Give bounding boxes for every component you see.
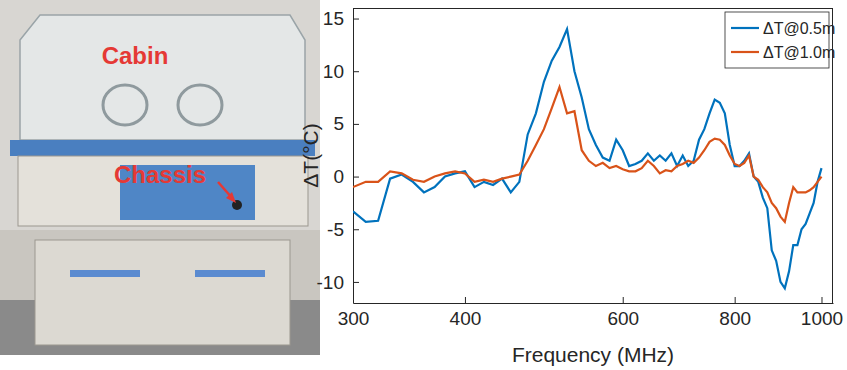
y-tick-mark: [353, 229, 359, 230]
photo-label: Chassis: [114, 161, 206, 188]
y-tick: -5: [327, 219, 359, 240]
y-tick: 15: [323, 8, 359, 29]
arrow-head: [226, 192, 236, 203]
y-tick-mark: [353, 124, 359, 125]
photo-label: Cabin: [102, 42, 169, 69]
figure: Cabin Chassis 300 400 600 800 1000 -10 -5 0 5 10 15 F…: [0, 0, 847, 370]
x-axis: 300 400 600 800 1000: [338, 297, 843, 329]
y-tick: 0: [333, 166, 359, 187]
legend-swatch: [731, 27, 759, 29]
cabin: [20, 15, 305, 140]
x-tick-label: 300: [338, 308, 370, 329]
plot-area: [353, 8, 833, 303]
y-axis-line: [353, 9, 354, 304]
y-tick-label: 0: [333, 166, 344, 187]
x-tick: 1000: [801, 297, 843, 329]
legend-swatch: [731, 51, 759, 53]
y-axis: -10 -5 0 5 10 15: [317, 8, 359, 303]
rail: [10, 140, 315, 156]
handle: [195, 270, 265, 277]
y-tick-mark: [353, 19, 359, 20]
x-axis-line: [354, 303, 834, 304]
x-tick: 400: [450, 297, 482, 329]
x-tick: 600: [607, 297, 639, 329]
y-tick-mark: [353, 71, 359, 72]
legend-label: ΔT@0.5m: [763, 20, 835, 37]
x-axis-title: Frequency (MHz): [512, 343, 674, 366]
y-tick-mark: [353, 177, 359, 178]
y-tick-label: 10: [323, 61, 344, 82]
legend: ΔT@0.5m ΔT@1.0m: [725, 12, 835, 68]
x-tick-label: 800: [719, 308, 751, 329]
y-tick-mark: [353, 282, 359, 283]
x-tick-mark: [821, 297, 822, 303]
wall: [0, 0, 320, 230]
x-tick-mark: [623, 297, 624, 303]
x-tick-mark: [465, 297, 466, 303]
photo-background: [0, 0, 320, 355]
x-tick-mark: [735, 297, 736, 303]
x-tick-label: 600: [607, 308, 639, 329]
handle: [70, 270, 140, 277]
porthole: [103, 85, 147, 125]
y-tick: 5: [333, 113, 359, 134]
y-tick-label: 15: [323, 8, 344, 29]
chassis: [18, 156, 308, 226]
legend-label: ΔT@1.0m: [763, 44, 835, 61]
x-tick-label: 400: [450, 308, 482, 329]
frame-top: [353, 8, 833, 9]
x-tick-label: 1000: [801, 308, 843, 329]
x-tick: 800: [719, 297, 751, 329]
y-tick: -10: [317, 272, 359, 293]
porthole: [178, 85, 222, 125]
series-line: [353, 87, 821, 222]
y-tick-label: 5: [333, 113, 344, 134]
y-tick-label: -5: [327, 219, 344, 240]
cabinet: [35, 240, 290, 345]
photo-panel: Cabin Chassis: [0, 0, 320, 355]
y-tick: 10: [323, 61, 359, 82]
y-axis-title: ΔT(°C): [299, 123, 322, 187]
y-tick-label: -10: [317, 272, 344, 293]
